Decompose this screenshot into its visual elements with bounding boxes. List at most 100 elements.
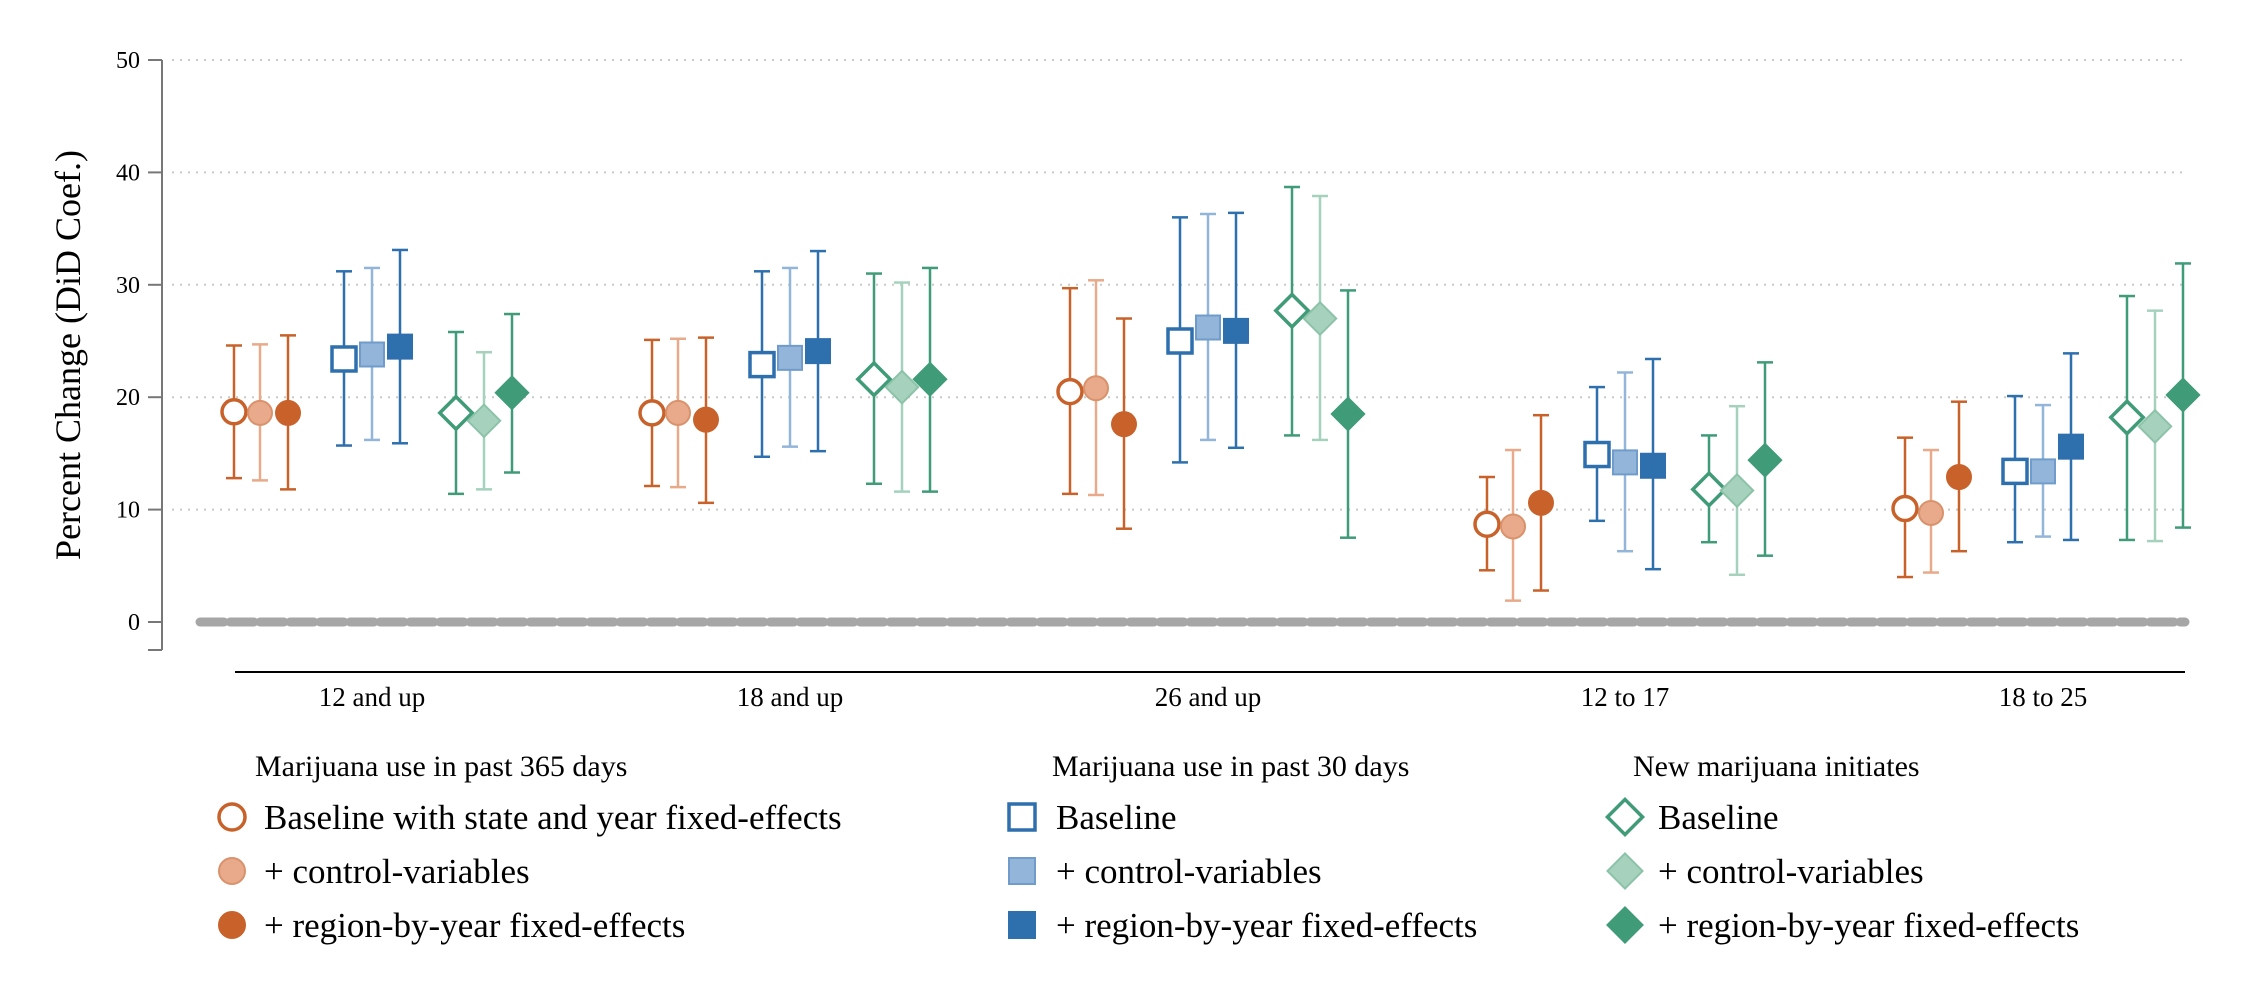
data-point-group: [1302, 194, 1338, 442]
data-point-group: [855, 272, 893, 485]
data-point: [437, 394, 475, 432]
y-tick-label: 40: [116, 160, 140, 186]
data-point: [1528, 489, 1554, 516]
data-point: [2030, 458, 2056, 485]
y-tick-label: 20: [116, 385, 140, 411]
legend-marker: [1008, 857, 1036, 885]
y-tick-label: 10: [116, 498, 140, 524]
x-tick-label: 18 to 25: [1999, 682, 2088, 712]
data-point-group: [1640, 357, 1666, 571]
data-point: [1195, 314, 1221, 341]
data-point-group: [1500, 448, 1526, 602]
data-point: [1056, 377, 1084, 406]
data-point: [1166, 327, 1194, 355]
data-point: [2137, 408, 2173, 445]
y-axis: 0 10 20 30 40 50: [116, 48, 163, 651]
data-point: [1583, 440, 1611, 469]
data-point: [1500, 513, 1526, 540]
data-point-group: [1918, 448, 1944, 574]
legend: Marijuana use in past 365 days Baseline w…: [217, 750, 2079, 945]
data-point-group: [1166, 216, 1194, 464]
data-point-group: [1583, 385, 1611, 523]
data-point: [693, 406, 719, 433]
data-point: [220, 398, 248, 426]
data-point: [1918, 499, 1944, 526]
x-tick-label: 26 and up: [1155, 682, 1261, 712]
data-point: [777, 344, 803, 371]
data-point-group: [1056, 286, 1084, 496]
data-point: [855, 360, 893, 398]
data-point: [275, 399, 301, 426]
data-point-group: [2001, 394, 2029, 544]
data-point: [1640, 452, 1666, 479]
data-point: [1302, 300, 1338, 337]
data-point: [2001, 457, 2029, 486]
x-tick-label: 18 and up: [737, 682, 843, 712]
data-point: [494, 375, 530, 411]
data-point-group: [1223, 211, 1249, 450]
data-point: [1330, 396, 1366, 432]
data-point: [2108, 398, 2146, 437]
data-point-group: [2108, 294, 2146, 542]
data-point-group: [494, 312, 530, 474]
data-point: [1083, 375, 1109, 402]
data-point: [387, 333, 413, 360]
data-point: [1747, 442, 1783, 478]
data-point-group: [1612, 371, 1638, 553]
legend-marker: [1007, 802, 1037, 832]
data-point: [1690, 470, 1728, 509]
data-point-group: [330, 270, 358, 447]
data-point-group: [884, 281, 920, 493]
data-point-group: [359, 266, 385, 442]
data-point: [884, 369, 920, 405]
data-point: [2165, 377, 2201, 413]
data-point-group: [275, 334, 301, 491]
legend-entry-label: + control-variables: [1056, 852, 1322, 891]
data-point-group: [777, 266, 803, 448]
legend-entry-label: + region-by-year fixed-effects: [1658, 906, 2079, 945]
y-tick-label: 50: [116, 48, 140, 74]
data-point: [1612, 449, 1638, 476]
data-point: [1946, 464, 1972, 491]
legend-entry-label: Baseline: [1056, 798, 1177, 837]
data-point: [1719, 472, 1755, 509]
data-point-group: [466, 350, 502, 491]
legend-entry-label: Baseline with state and year fixed-effec…: [264, 798, 842, 837]
data-point-group: [220, 344, 248, 480]
plot-marks: [220, 185, 2201, 602]
data-point-group: [665, 337, 691, 489]
data-point: [1273, 291, 1311, 330]
data-point-group: [912, 266, 948, 493]
legend-entry-label: + region-by-year fixed-effects: [1056, 906, 1477, 945]
data-point: [1223, 317, 1249, 344]
y-axis-label: Percent Change (DiD Coef.): [48, 150, 88, 560]
legend-marker: [1606, 906, 1644, 944]
data-point: [912, 361, 948, 397]
legend-entry-label: + control-variables: [264, 852, 530, 891]
legend-group-title: Marijuana use in past 30 days: [1052, 750, 1409, 783]
data-point-group: [1111, 317, 1137, 530]
data-point: [247, 399, 273, 426]
legend-marker: [1008, 911, 1036, 939]
data-point: [748, 350, 776, 379]
x-axis: 12 and up 18 and up 26 and up 12 to 17 18 to…: [235, 671, 2185, 712]
legend-marker: [218, 911, 246, 939]
data-point: [2058, 433, 2084, 460]
data-point-group: [1690, 434, 1728, 544]
legend-marker: [218, 857, 246, 885]
y-tick-label: 0: [128, 610, 140, 636]
legend-group: Marijuana use in past 365 days Baseline w…: [217, 750, 842, 945]
data-point-group: [1528, 413, 1554, 592]
y-tick-label: 30: [116, 273, 140, 299]
data-point-group: [1747, 361, 1783, 557]
data-point-group: [1195, 212, 1221, 442]
legend-group: Marijuana use in past 30 days Baseline + c…: [1007, 750, 1477, 945]
data-point: [330, 345, 358, 373]
legend-marker: [217, 802, 247, 832]
data-point-group: [1473, 475, 1501, 572]
data-point: [1891, 494, 1919, 523]
data-point-group: [2137, 309, 2173, 543]
data-point: [638, 399, 666, 427]
legend-group: New marijuana initiates Baseline + control…: [1604, 750, 2079, 945]
